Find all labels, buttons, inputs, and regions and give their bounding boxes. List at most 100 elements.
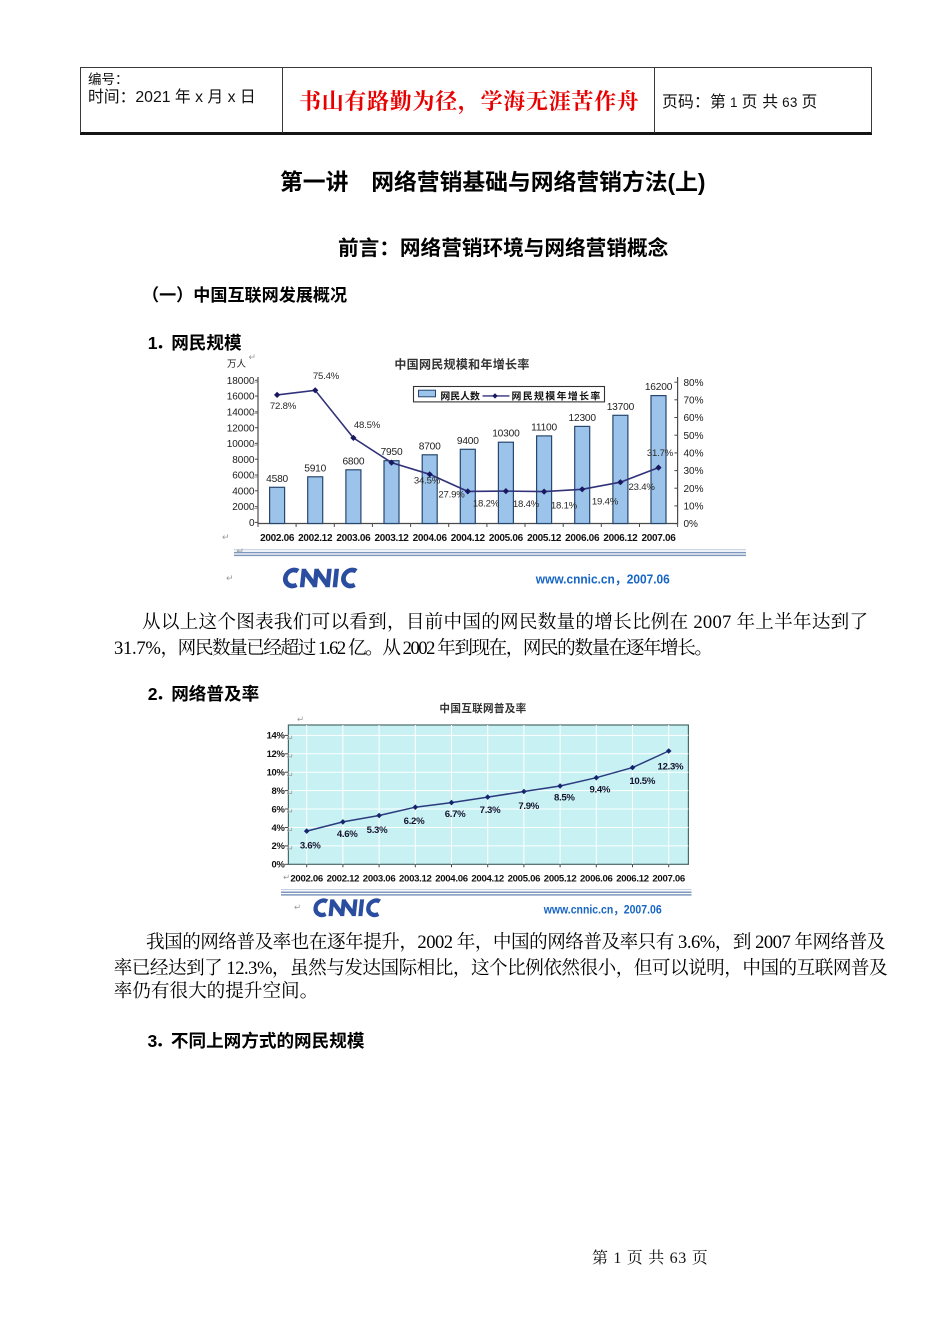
svg-text:中国互联网普及率: 中国互联网普及率	[439, 702, 526, 715]
svg-text:2003.06: 2003.06	[336, 533, 371, 544]
svg-text:60%: 60%	[684, 413, 704, 424]
svg-text:12300: 12300	[569, 413, 597, 424]
svg-text:2000: 2000	[232, 502, 255, 513]
svg-text:50%: 50%	[684, 431, 704, 442]
svg-text:↵: ↵	[237, 546, 245, 556]
svg-text:5.3%: 5.3%	[367, 825, 388, 836]
svg-text:8700: 8700	[419, 441, 441, 452]
svg-text:18.1%: 18.1%	[551, 501, 578, 512]
svg-text:2004.06: 2004.06	[435, 874, 468, 885]
svg-text:7.9%: 7.9%	[518, 801, 539, 812]
svg-text:2004.06: 2004.06	[413, 533, 448, 544]
svg-text:↵: ↵	[226, 573, 234, 583]
svg-text:www.cnnic.cn，2007.06: www.cnnic.cn，2007.06	[543, 903, 662, 917]
svg-text:2006.06: 2006.06	[565, 533, 600, 544]
svg-text:2003.06: 2003.06	[363, 874, 396, 885]
svg-text:2005.06: 2005.06	[508, 874, 541, 885]
svg-text:18.2%: 18.2%	[473, 499, 500, 510]
svg-text:6000: 6000	[232, 471, 255, 482]
svg-text:↵: ↵	[287, 843, 294, 853]
svg-text:40%: 40%	[684, 448, 704, 459]
svg-text:2006.12: 2006.12	[616, 874, 649, 885]
svg-text:2%: 2%	[272, 840, 286, 851]
svg-text:2004.12: 2004.12	[471, 874, 504, 885]
svg-text:48.5%: 48.5%	[354, 420, 381, 431]
svg-text:19.4%: 19.4%	[592, 497, 619, 508]
svg-text:14000: 14000	[227, 407, 255, 418]
svg-text:34.5%: 34.5%	[414, 476, 441, 487]
svg-text:18.4%: 18.4%	[513, 499, 540, 510]
svg-text:10%: 10%	[267, 767, 286, 778]
svg-text:12000: 12000	[227, 423, 255, 434]
svg-text:9400: 9400	[457, 436, 479, 447]
svg-text:12.3%: 12.3%	[658, 762, 684, 773]
svg-text:10%: 10%	[684, 502, 704, 513]
svg-text:0: 0	[249, 518, 255, 529]
svg-text:7950: 7950	[381, 447, 403, 458]
svg-text:70%: 70%	[684, 395, 704, 406]
svg-text:万人: 万人	[227, 359, 247, 370]
svg-text:20%: 20%	[684, 484, 704, 495]
svg-text:0%: 0%	[684, 519, 699, 530]
svg-text:2002.06: 2002.06	[260, 533, 295, 544]
svg-text:2002.12: 2002.12	[327, 874, 360, 885]
svg-text:8000: 8000	[232, 455, 255, 466]
svg-text:12%: 12%	[267, 748, 286, 759]
svg-text:2003.12: 2003.12	[399, 874, 432, 885]
svg-text:6.7%: 6.7%	[445, 809, 466, 820]
svg-text:8.5%: 8.5%	[554, 793, 575, 804]
svg-text:30%: 30%	[684, 466, 704, 477]
svg-text:6%: 6%	[272, 803, 286, 814]
svg-text:75.4%: 75.4%	[313, 371, 340, 382]
svg-text:www.cnnic.cn，2007.06: www.cnnic.cn，2007.06	[535, 572, 670, 587]
svg-text:↵: ↵	[283, 872, 290, 882]
svg-text:6.2%: 6.2%	[404, 816, 425, 827]
svg-text:16200: 16200	[645, 382, 673, 393]
svg-text:↵: ↵	[252, 409, 260, 419]
svg-text:↵: ↵	[252, 440, 260, 450]
svg-text:↵: ↵	[222, 532, 230, 542]
svg-text:↵: ↵	[287, 807, 294, 817]
svg-text:↵: ↵	[252, 472, 260, 482]
svg-text:10.5%: 10.5%	[629, 776, 655, 787]
svg-text:27.9%: 27.9%	[438, 490, 465, 501]
svg-text:16000: 16000	[227, 392, 255, 403]
svg-text:2003.12: 2003.12	[374, 533, 409, 544]
svg-text:2007.06: 2007.06	[652, 874, 685, 885]
svg-text:2006.12: 2006.12	[603, 533, 638, 544]
svg-text:网民人数: 网民人数	[440, 389, 480, 402]
svg-text:14%: 14%	[267, 730, 286, 741]
svg-text:6800: 6800	[342, 456, 364, 467]
svg-text:↵: ↵	[287, 770, 294, 780]
svg-text:4%: 4%	[272, 822, 286, 833]
svg-text:8%: 8%	[272, 785, 286, 796]
svg-text:2006.06: 2006.06	[580, 874, 613, 885]
svg-text:↵: ↵	[252, 503, 260, 513]
svg-text:↵: ↵	[252, 377, 260, 387]
svg-text:↵: ↵	[297, 714, 304, 724]
svg-text:4580: 4580	[266, 474, 288, 485]
svg-text:5910: 5910	[304, 463, 326, 474]
svg-text:3.6%: 3.6%	[300, 840, 321, 851]
svg-text:↵: ↵	[287, 733, 294, 743]
svg-text:4.6%: 4.6%	[337, 829, 358, 840]
svg-text:2007.06: 2007.06	[641, 533, 676, 544]
svg-text:4000: 4000	[232, 486, 255, 497]
svg-text:↵: ↵	[287, 825, 294, 835]
svg-text:2005.12: 2005.12	[527, 533, 562, 544]
svg-text:10300: 10300	[492, 429, 520, 440]
svg-text:↵: ↵	[287, 788, 294, 798]
svg-text:中国网民规模和年增长率: 中国网民规模和年增长率	[394, 357, 529, 372]
svg-text:网民规模年增长率: 网民规模年增长率	[512, 389, 602, 402]
svg-text:0%: 0%	[272, 859, 286, 870]
svg-text:9.4%: 9.4%	[589, 784, 610, 795]
svg-text:11100: 11100	[531, 422, 557, 433]
svg-text:80%: 80%	[684, 378, 704, 389]
svg-text:2005.12: 2005.12	[544, 874, 577, 885]
svg-text:2002.06: 2002.06	[290, 874, 323, 885]
svg-text:7.3%: 7.3%	[480, 805, 501, 816]
svg-text:↵: ↵	[294, 902, 301, 912]
svg-text:31.7%: 31.7%	[647, 448, 674, 459]
svg-text:2002.12: 2002.12	[298, 533, 333, 544]
svg-text:2004.12: 2004.12	[451, 533, 486, 544]
